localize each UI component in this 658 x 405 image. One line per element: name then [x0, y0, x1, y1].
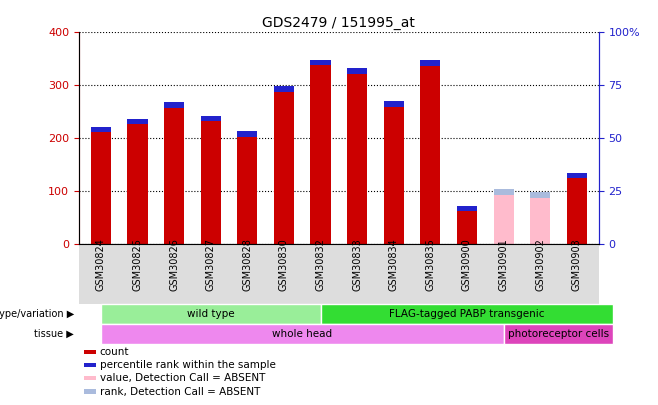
Bar	[128, 119, 147, 244]
Bar	[494, 189, 514, 194]
Text: whole head: whole head	[272, 329, 332, 339]
Bar	[457, 206, 477, 244]
Text: wild type: wild type	[187, 309, 234, 319]
Bar	[164, 102, 184, 244]
Bar	[320, 305, 613, 324]
Bar	[503, 324, 613, 344]
Text: FLAG-tagged PABP transgenic: FLAG-tagged PABP transgenic	[390, 309, 545, 319]
Text: percentile rank within the sample: percentile rank within the sample	[100, 360, 276, 370]
Bar	[128, 119, 147, 124]
Bar	[530, 192, 550, 198]
Bar	[84, 363, 95, 367]
Text: photoreceptor cells: photoreceptor cells	[508, 329, 609, 339]
Bar	[84, 376, 95, 380]
Bar	[530, 192, 550, 244]
Bar	[201, 115, 221, 121]
Bar	[347, 68, 367, 244]
Text: count: count	[100, 347, 129, 357]
Bar	[84, 350, 95, 354]
Bar	[567, 173, 587, 178]
Bar	[201, 115, 221, 244]
Bar	[274, 86, 294, 92]
Text: tissue ▶: tissue ▶	[34, 329, 74, 339]
Bar	[457, 206, 477, 211]
Bar	[91, 127, 111, 244]
Bar	[311, 60, 330, 244]
Bar	[420, 60, 440, 66]
Bar	[420, 60, 440, 244]
Title: GDS2479 / 151995_at: GDS2479 / 151995_at	[263, 16, 415, 30]
Bar	[567, 173, 587, 244]
Bar	[384, 101, 404, 244]
Bar	[384, 101, 404, 107]
Bar	[347, 68, 367, 74]
Text: value, Detection Call = ABSENT: value, Detection Call = ABSENT	[100, 373, 265, 384]
Text: rank, Detection Call = ABSENT: rank, Detection Call = ABSENT	[100, 387, 260, 396]
Bar	[164, 102, 184, 108]
Bar	[84, 390, 95, 394]
Bar	[238, 132, 257, 244]
Text: genotype/variation ▶: genotype/variation ▶	[0, 309, 74, 319]
Bar	[101, 324, 503, 344]
Bar	[238, 132, 257, 137]
Bar	[274, 86, 294, 244]
Bar	[494, 189, 514, 244]
Bar	[101, 305, 320, 324]
Bar	[311, 60, 330, 65]
Bar	[91, 127, 111, 132]
